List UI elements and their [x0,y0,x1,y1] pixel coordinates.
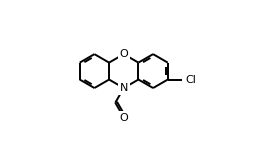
Text: O: O [119,113,128,123]
Text: Cl: Cl [185,75,196,85]
Text: N: N [119,83,128,93]
Text: O: O [119,49,128,59]
